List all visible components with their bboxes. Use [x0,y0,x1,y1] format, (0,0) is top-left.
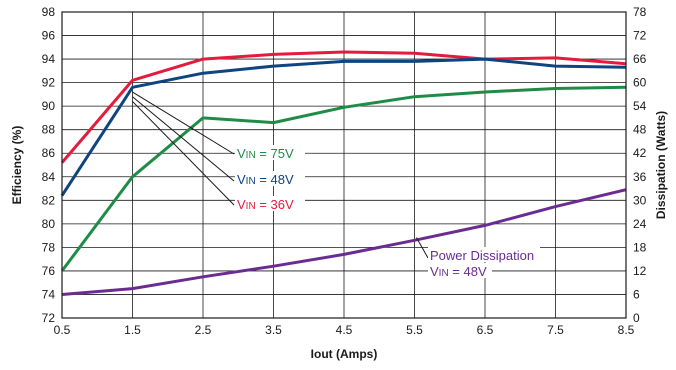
label-background [235,196,305,211]
y-tick-label: 86 [42,146,56,160]
y2-tick-label: 60 [633,76,647,90]
y-tick-label: 94 [42,52,56,66]
label-background [428,247,540,262]
y2-axis-title: Dissipation (Watts) [654,111,668,219]
y2-tick-label: 72 [633,29,647,43]
series-lines [60,50,627,296]
y2-tick-label: 12 [633,264,647,278]
series-labels: VIN = 75V VIN = 48V VIN = 36V Power Dissipa… [235,145,540,279]
y-tick-label: 84 [42,170,56,184]
x-tick-label: 4.5 [336,323,353,337]
tick-labels: 72 74 76 78 80 82 84 86 88 90 92 94 96 98 0 6 12 18 24 30 36… [42,5,647,337]
y2-tick-label: 36 [633,170,647,184]
grid [62,12,626,318]
y2-tick-label: 24 [633,217,647,231]
series-vin-36v-line [60,50,627,164]
label-power-dissipation: Power Dissipation [430,248,534,263]
y2-tick-label: 30 [633,193,647,207]
series-power-dissipation-line [61,188,627,296]
y-tick-label: 88 [42,123,56,137]
y2-tick-label: 18 [633,240,647,254]
leader-vin-75v [132,91,235,155]
label-vin-75v: VIN = 75V [237,146,294,161]
x-tick-label: 2.5 [195,323,212,337]
y-tick-label: 96 [42,29,56,43]
y-tick-label: 74 [42,287,56,301]
y-tick-label: 98 [42,5,56,19]
x-tick-label: 1.5 [124,323,141,337]
y2-tick-label: 0 [633,311,640,325]
leader-vin-36v [132,101,235,206]
leader-vin-48v [132,96,235,182]
label-background [235,171,305,186]
y2-tick-label: 48 [633,123,647,137]
y2-tick-label: 66 [633,52,647,66]
y2-tick-label: 6 [633,287,640,301]
series-vin-75v-line [60,85,627,272]
y-tick-label: 72 [42,311,56,325]
x-tick-label: 3.5 [265,323,282,337]
x-tick-label: 6.5 [477,323,494,337]
y2-tick-label: 54 [633,99,647,113]
y-axis-title: Efficiency (%) [10,126,24,205]
x-tick-label: 7.5 [547,323,564,337]
annotation-leaders [132,91,429,259]
x-axis-title: Iout (Amps) [311,347,378,361]
y-tick-label: 78 [42,240,56,254]
label-vin-36v: VIN = 36V [237,197,294,212]
label-vin-48v: VIN = 48V [237,172,294,187]
y-tick-label: 80 [42,217,56,231]
label-background [428,263,492,278]
y2-tick-label: 78 [633,5,647,19]
x-tick-label: 8.5 [618,323,635,337]
plot-frame [61,11,627,319]
x-tick-label: 0.5 [54,323,71,337]
label-background [235,145,305,160]
y-tick-label: 92 [42,76,56,90]
label-power-dissipation-vin: VIN = 48V [430,264,487,279]
x-tick-label: 5.5 [406,323,423,337]
leader-power-dissipation [416,237,429,259]
y-tick-label: 82 [42,193,56,207]
series-vin-48v-line [60,57,627,197]
y-tick-label: 76 [42,264,56,278]
y2-tick-label: 42 [633,146,647,160]
y-tick-label: 90 [42,99,56,113]
